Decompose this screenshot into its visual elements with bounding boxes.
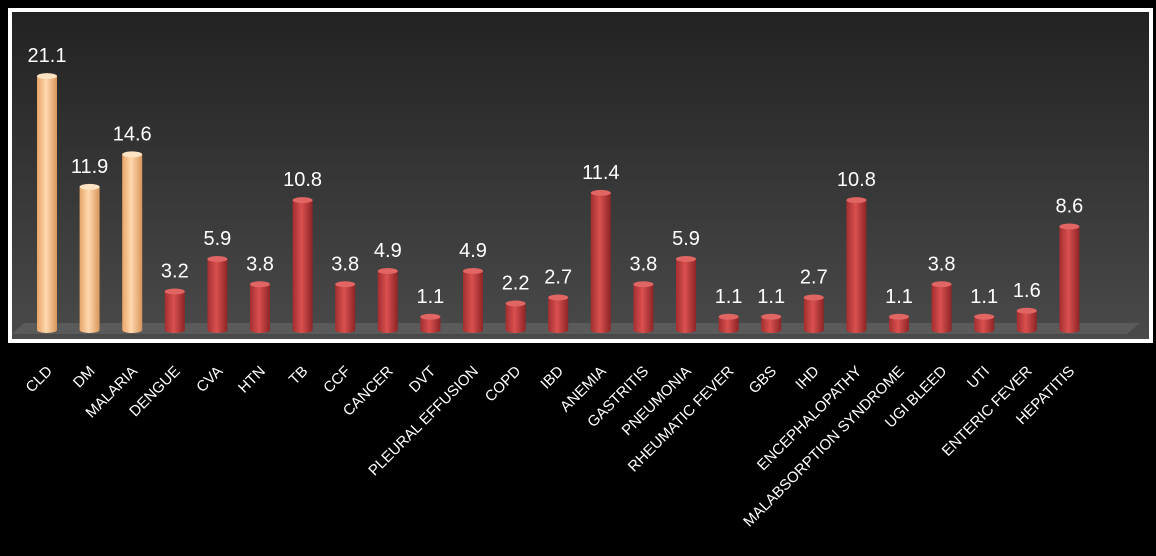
data-label: 5.9 <box>203 228 231 250</box>
bar <box>846 197 867 333</box>
bar <box>676 256 696 333</box>
data-label: 2.7 <box>800 267 828 289</box>
bar <box>37 73 57 334</box>
value-labels: 21.1 11.914.6 3.2 5.9 3.8 10.8 3.8 4.9 1.1 4.9 2.2… <box>28 45 1084 308</box>
bar <box>803 294 824 333</box>
data-label: 14.6 <box>113 123 152 145</box>
bar <box>164 288 185 333</box>
category-label: CLD <box>23 363 56 396</box>
bar <box>335 281 356 333</box>
category-label: DVT <box>406 363 439 396</box>
data-label: 1.1 <box>885 286 913 308</box>
data-label: 4.9 <box>374 240 402 262</box>
bar <box>548 294 569 333</box>
data-label: 3.8 <box>928 253 956 275</box>
bar <box>420 313 441 333</box>
bar <box>463 268 483 333</box>
bar <box>974 313 995 333</box>
plot-frame <box>8 8 1153 343</box>
data-label: 10.8 <box>837 169 876 191</box>
bar <box>931 281 952 333</box>
bars <box>37 73 1080 334</box>
category-label: UTI <box>964 363 993 392</box>
category-label: HTN <box>235 363 269 397</box>
bar <box>505 300 526 333</box>
data-label: 3.2 <box>161 261 189 283</box>
data-label: 2.7 <box>544 267 572 289</box>
bar <box>292 197 313 333</box>
category-label: DM <box>70 363 99 392</box>
data-label: 5.9 <box>672 228 700 250</box>
bar <box>207 256 228 333</box>
category-label: CCF <box>320 363 354 397</box>
bar <box>250 281 270 333</box>
bar <box>889 313 909 333</box>
data-label: 1.1 <box>416 286 444 308</box>
bar <box>761 313 782 333</box>
data-label: 3.8 <box>246 253 274 275</box>
bar <box>1059 223 1080 333</box>
data-label: 10.8 <box>283 169 322 191</box>
data-label: 4.9 <box>459 240 487 262</box>
data-label: 21.1 <box>28 45 67 67</box>
bar <box>590 189 611 333</box>
category-label: IBD <box>537 363 567 393</box>
bar <box>79 183 100 333</box>
category-label: IHD <box>792 363 822 393</box>
category-label: COPD <box>482 363 525 406</box>
bar <box>718 313 739 333</box>
bar <box>122 151 143 333</box>
category-label: TB <box>286 363 312 389</box>
data-label: 11.9 <box>71 156 108 178</box>
data-label: 2.2 <box>502 273 530 295</box>
data-label: 8.6 <box>1055 196 1083 218</box>
data-label: 1.1 <box>757 286 785 308</box>
bar <box>377 268 398 333</box>
bar <box>633 281 654 333</box>
data-label: 1.6 <box>1013 280 1041 302</box>
data-label: 1.1 <box>970 286 998 308</box>
data-label: 3.8 <box>629 253 657 275</box>
category-label: GBS <box>746 363 780 397</box>
data-label: 3.8 <box>331 253 359 275</box>
data-label: 11.4 <box>582 162 619 184</box>
bar <box>1016 307 1037 334</box>
data-label: 1.1 <box>715 286 743 308</box>
category-label: CVA <box>193 363 226 396</box>
